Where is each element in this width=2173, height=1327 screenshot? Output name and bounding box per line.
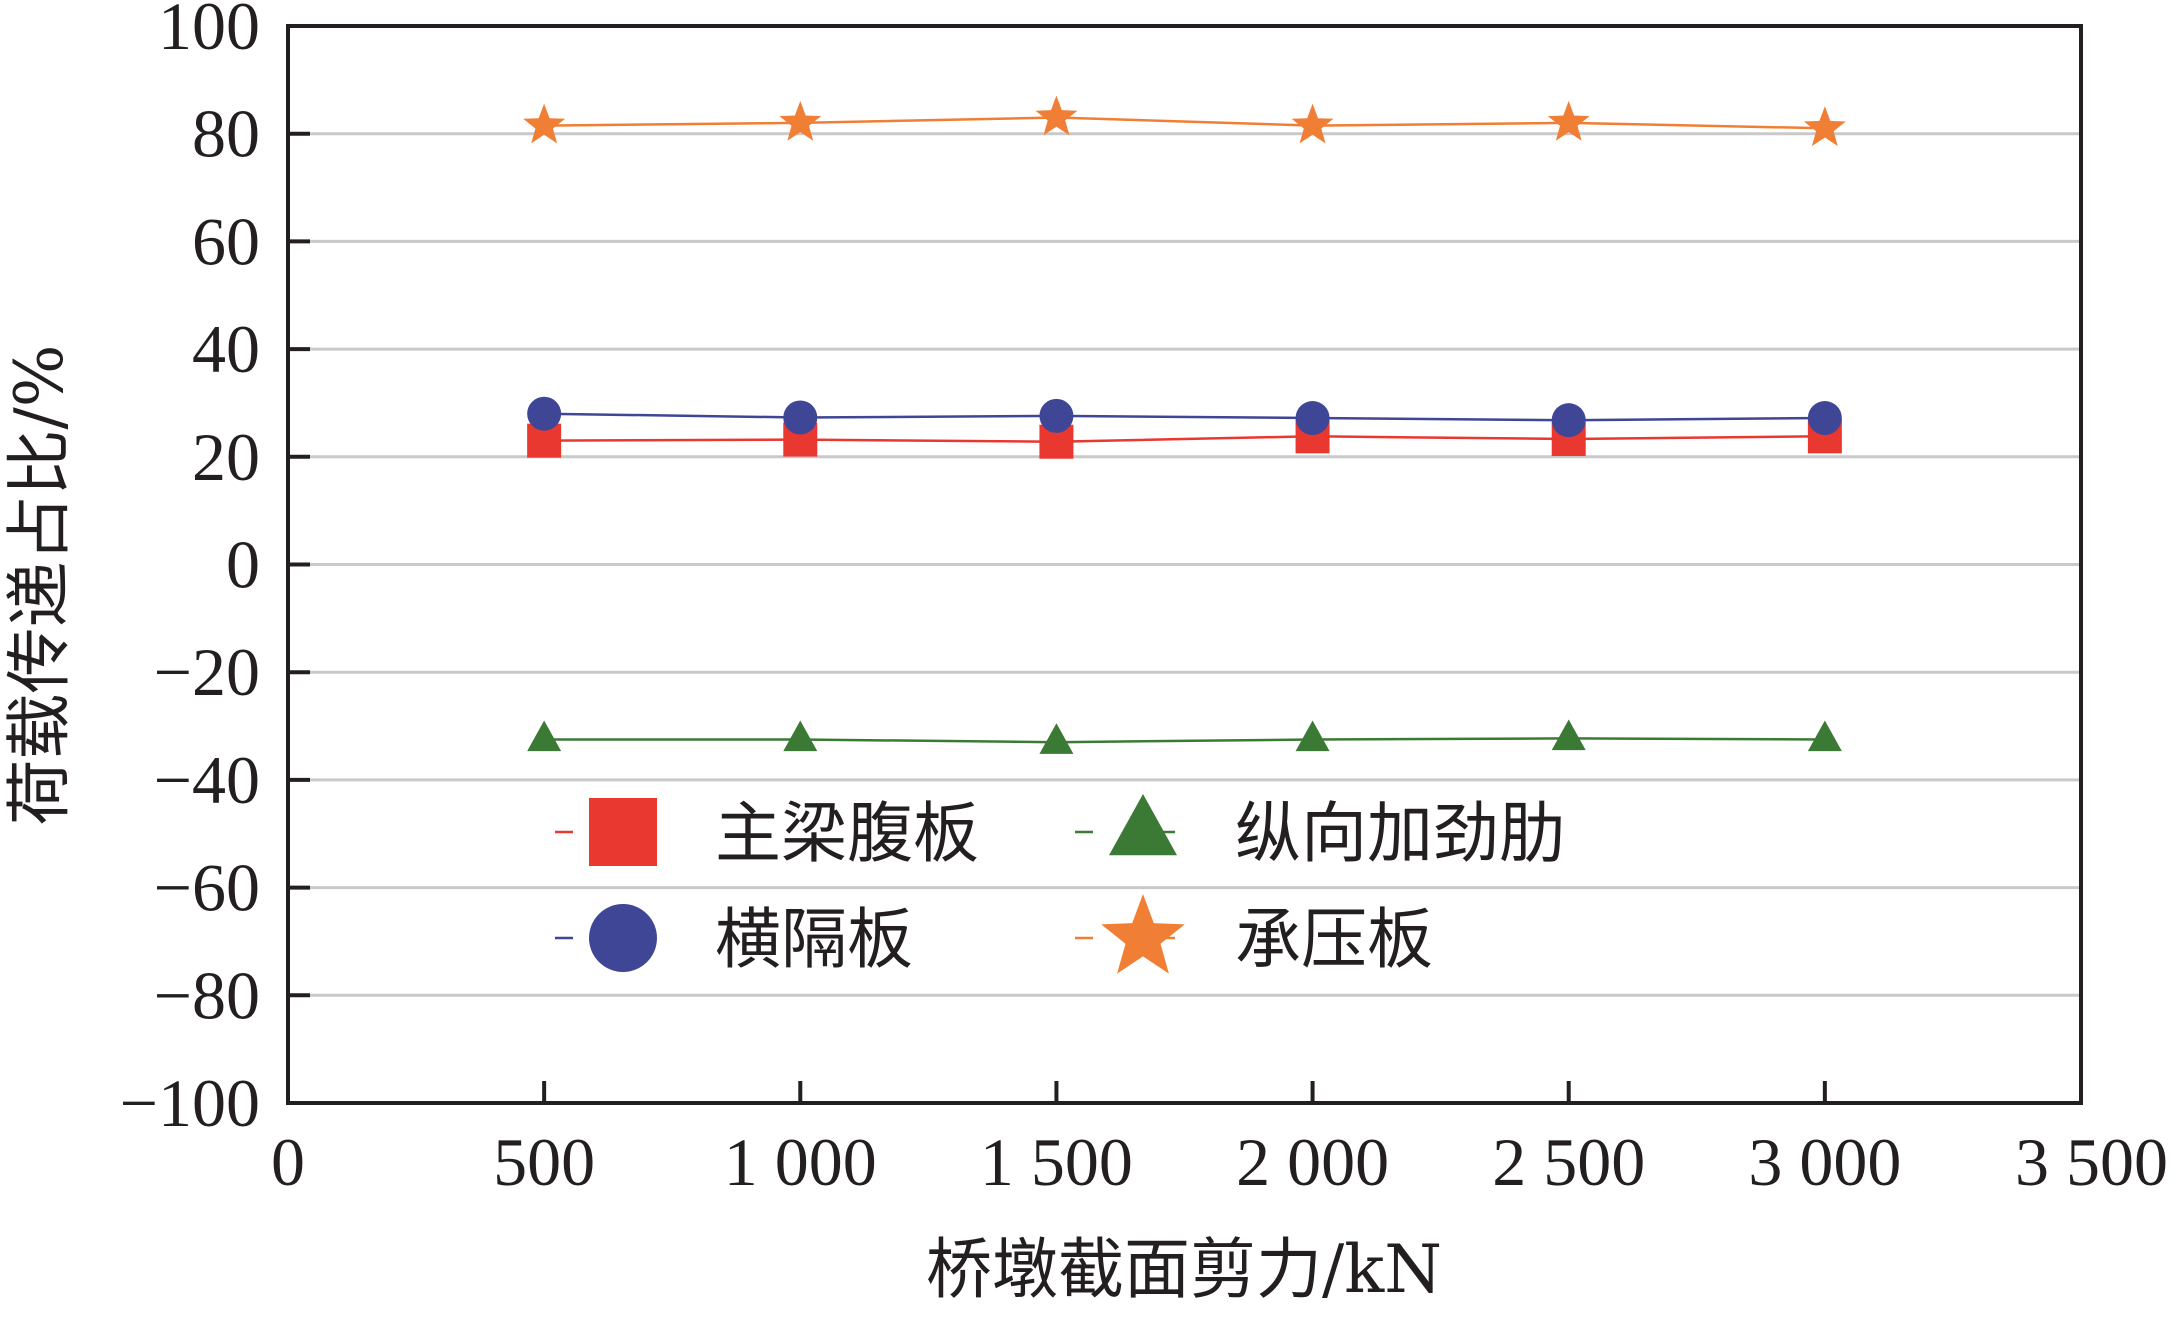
legend-item: 主梁腹板 [555, 795, 979, 872]
x-tick-label: 1 500 [980, 1124, 1133, 1200]
series-line [544, 435, 1825, 443]
x-tick-label: 3 500 [2015, 1124, 2168, 1200]
y-tick-label: −20 [154, 634, 260, 710]
data-point [527, 720, 562, 752]
data-point [1551, 719, 1586, 751]
legend-item: 横隔板 [555, 901, 913, 978]
y-tick-label: −40 [154, 742, 260, 818]
y-tick-label: 100 [158, 0, 260, 64]
legend-label: 纵向加劲肋 [1235, 795, 1565, 872]
series-line [544, 116, 1825, 130]
series-triangle [527, 719, 1842, 754]
x-tick-label: 2 000 [1236, 1124, 1389, 1200]
x-tick-label: 0 [271, 1124, 305, 1200]
y-tick-label: 0 [226, 527, 260, 603]
data-point [783, 720, 818, 752]
data-point [779, 100, 822, 141]
series-line [544, 737, 1825, 744]
legend-label: 主梁腹板 [715, 795, 979, 872]
data-point [783, 400, 818, 435]
data-point [1035, 95, 1078, 136]
x-tick-label: 500 [493, 1124, 595, 1200]
data-point [1807, 720, 1842, 752]
data-point [1039, 723, 1074, 754]
series-group [523, 95, 1846, 754]
data-point [1295, 401, 1330, 436]
gridlines [288, 132, 2081, 997]
legend-item: 纵向加劲肋 [1075, 794, 1565, 872]
y-tick-label: −60 [154, 850, 260, 926]
series-line [544, 412, 1825, 422]
data-point [1039, 398, 1074, 433]
data-point [1291, 103, 1334, 144]
legend-marker [1109, 794, 1177, 856]
data-point [523, 103, 566, 144]
series-square [527, 419, 1842, 459]
x-axis-label: 桥墩截面剪力/kN [926, 1231, 1442, 1308]
x-tick-label: 3 000 [1748, 1124, 1901, 1200]
legend-item: 承压板 [1075, 894, 1433, 978]
legend-marker [589, 798, 657, 866]
legend-marker [589, 904, 657, 972]
data-point [1551, 403, 1586, 438]
legend-label: 承压板 [1235, 901, 1433, 978]
y-axis-label: 荷载传递占比/% [1, 345, 78, 826]
y-tick-label: −100 [120, 1065, 260, 1141]
data-point [1807, 401, 1842, 436]
y-tick-label: 80 [192, 96, 260, 172]
y-tick-label: 60 [192, 203, 260, 279]
series-circle [527, 396, 1842, 438]
y-tick-label: 40 [192, 311, 260, 387]
legend-label: 横隔板 [715, 901, 913, 978]
series-star [523, 95, 1846, 147]
data-point [527, 396, 562, 431]
x-tick-label: 2 500 [1492, 1124, 1645, 1200]
y-tick-label: −80 [154, 957, 260, 1033]
data-point [1295, 720, 1330, 752]
legend-marker [1101, 894, 1185, 974]
y-tick-label: 20 [192, 419, 260, 495]
data-point [1547, 100, 1590, 141]
data-point [1803, 106, 1846, 147]
x-tick-label: 1 000 [724, 1124, 877, 1200]
